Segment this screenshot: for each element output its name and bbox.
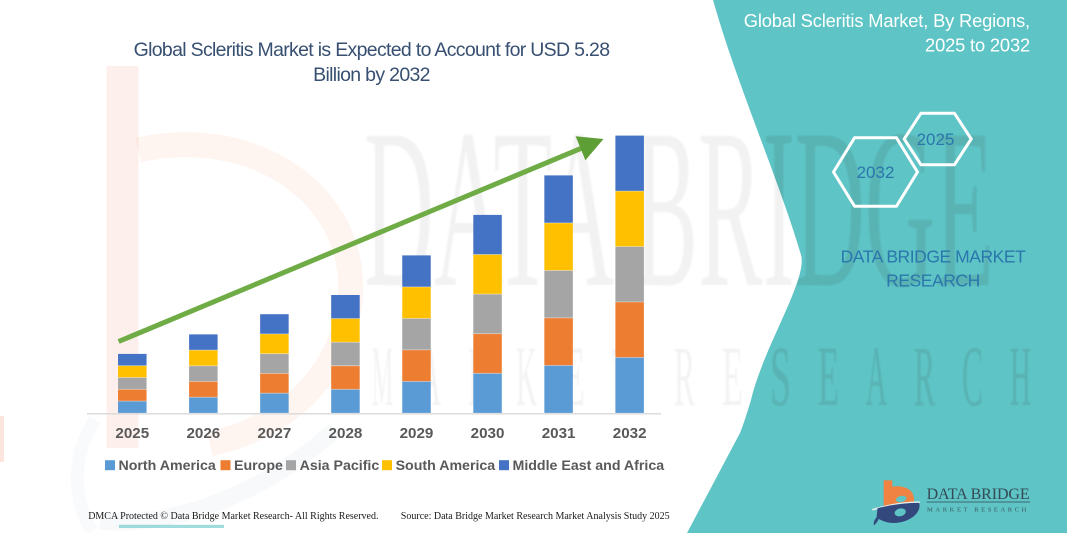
svg-text:2032: 2032: [857, 163, 895, 182]
svg-text:2025 to 2032: 2025 to 2032: [925, 35, 1030, 56]
svg-text:Global Scleritis Market, By Re: Global Scleritis Market, By Regions,: [744, 10, 1030, 31]
svg-text:2032: 2032: [613, 425, 647, 442]
svg-text:DATA BRIDGE MARKET: DATA BRIDGE MARKET: [841, 247, 1027, 267]
svg-text:DATA BRIDGE: DATA BRIDGE: [927, 486, 1030, 503]
svg-text:2026: 2026: [186, 425, 220, 442]
svg-text:Europe: Europe: [234, 458, 283, 474]
svg-text:South America: South America: [396, 458, 496, 474]
svg-text:Source: Data Bridge Market Res: Source: Data Bridge Market Research Mark…: [401, 511, 670, 522]
svg-text:DMCA Protected © Data Bridge M: DMCA Protected © Data Bridge Market Rese…: [88, 511, 378, 522]
svg-text:2028: 2028: [329, 425, 363, 442]
svg-text:2029: 2029: [400, 425, 434, 442]
svg-text:2025: 2025: [917, 130, 955, 149]
svg-text:2030: 2030: [471, 425, 505, 442]
svg-text:RESEARCH: RESEARCH: [886, 270, 980, 290]
svg-text:2027: 2027: [258, 425, 292, 442]
svg-text:Billion by 2032: Billion by 2032: [313, 64, 430, 86]
svg-text:2025: 2025: [115, 425, 149, 442]
svg-text:2031: 2031: [542, 425, 576, 442]
svg-text:Global Scleritis Market is Exp: Global Scleritis Market is Expected to A…: [134, 39, 610, 61]
svg-text:North America: North America: [119, 458, 216, 474]
svg-text:Asia Pacific: Asia Pacific: [300, 458, 380, 474]
svg-text:MARKET RESEARCH: MARKET RESEARCH: [927, 507, 1029, 514]
svg-text:Middle East and Africa: Middle East and Africa: [513, 458, 665, 474]
